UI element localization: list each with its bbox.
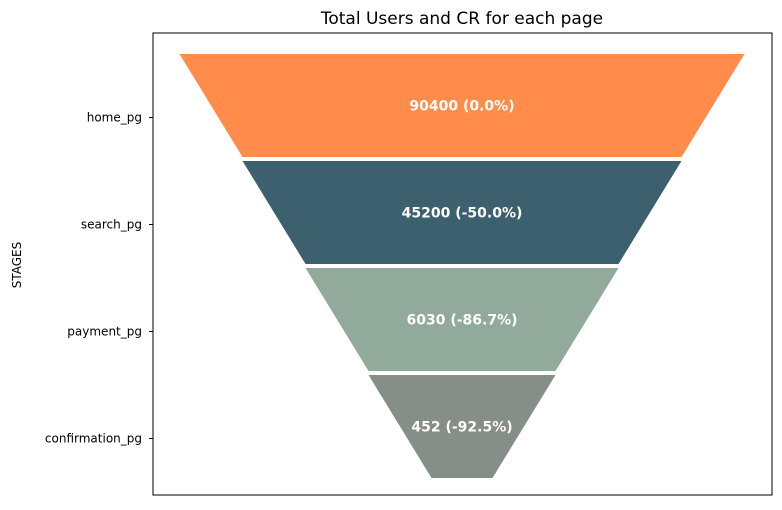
data-label-home-pg: 90400 (0.0%) (409, 99, 514, 115)
plot-area-frame (152, 32, 773, 496)
funnel-stage-search-pg (242, 161, 682, 264)
funnel-stage-confirmation-pg (368, 375, 556, 478)
funnel-stage-home-pg (179, 54, 745, 157)
funnel-stages: 90400 (0.0%) 45200 (-50.0%) 6030 (-86.7%) 4… (179, 54, 745, 478)
funnel-stage-payment-pg (305, 268, 619, 371)
chart-title: Total Users and CR for each page (320, 9, 603, 29)
y-tick-label-search-pg: search_pg (81, 218, 142, 232)
y-axis-ticks: home_pg search_pg payment_pg confirmation_p… (45, 111, 153, 446)
data-label-search-pg: 45200 (-50.0%) (402, 206, 523, 222)
data-label-confirmation-pg: 452 (-92.5%) (411, 420, 512, 436)
y-tick-label-confirmation-pg: confirmation_pg (45, 432, 142, 446)
y-tick-label-payment-pg: payment_pg (67, 325, 142, 339)
data-label-payment-pg: 6030 (-86.7%) (406, 313, 517, 329)
y-axis-label: STAGES (10, 242, 24, 289)
y-tick-label-home-pg: home_pg (87, 111, 142, 125)
